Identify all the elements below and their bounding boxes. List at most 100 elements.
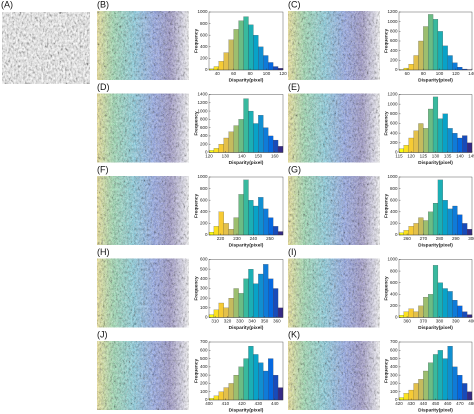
- x-tick-label: 290: [452, 236, 460, 241]
- x-tick-label: 140: [238, 154, 246, 159]
- y-tick-label: 1400: [197, 92, 208, 97]
- y-axis-label: Frequency: [383, 276, 389, 301]
- bar: [253, 35, 259, 71]
- bar: [413, 311, 419, 318]
- bar: [233, 125, 239, 153]
- y-tick-label: 200: [200, 295, 208, 300]
- bar: [223, 223, 229, 236]
- bar: [437, 179, 443, 236]
- bar: [452, 300, 458, 318]
- bar: [273, 139, 279, 153]
- plot-frame: [208, 94, 284, 153]
- bar: [437, 282, 443, 318]
- x-tick-label: 150: [255, 154, 263, 159]
- x-tick-label: 300: [468, 236, 474, 241]
- bar: [213, 309, 219, 318]
- bar: [258, 273, 264, 318]
- y-tick-label: 600: [390, 121, 398, 126]
- disparity-points: [97, 258, 189, 328]
- x-axis-label: Disparity(pixel): [229, 77, 264, 83]
- y-tick-label: 600: [390, 280, 398, 285]
- bar: [253, 283, 259, 318]
- bar: [263, 127, 269, 153]
- bar: [208, 314, 215, 318]
- x-tick-label: 270: [420, 236, 428, 241]
- bar: [273, 66, 279, 71]
- x-tick-label: 430: [407, 401, 415, 406]
- bar: [428, 362, 434, 401]
- x-tick-label: 350: [261, 319, 269, 324]
- disparity-points: [97, 341, 189, 410]
- bar: [243, 179, 249, 236]
- bar: [208, 150, 215, 153]
- y-tick-label: 800: [200, 21, 208, 26]
- y-tick-label: 200: [390, 58, 398, 63]
- y-tick-label: 200: [200, 56, 208, 61]
- y-tick-label: 0: [205, 397, 208, 402]
- bar: [432, 354, 439, 401]
- bar: [273, 375, 279, 401]
- panel-label: (C): [288, 0, 301, 9]
- panel-label: (E): [288, 82, 300, 92]
- bar: [408, 64, 414, 71]
- bar: [228, 383, 234, 401]
- bar: [238, 366, 244, 401]
- x-axis-label: Disparity(pixel): [418, 242, 453, 248]
- bar: [277, 146, 284, 153]
- y-tick-label: 0: [205, 67, 208, 72]
- y-tick-label: 500: [200, 356, 208, 361]
- bar: [233, 375, 239, 401]
- bar: [467, 142, 473, 153]
- y-axis-label: Frequency: [193, 194, 199, 219]
- y-tick-label: 100: [390, 389, 398, 394]
- x-tick-label: 135: [444, 154, 452, 159]
- y-axis-label: Frequency: [193, 29, 199, 54]
- y-axis-label: Frequency: [193, 276, 199, 301]
- bar: [208, 232, 215, 236]
- bar: [263, 208, 269, 236]
- bar: [228, 131, 234, 153]
- y-tick-label: 500: [200, 266, 208, 271]
- bar: [268, 62, 274, 71]
- x-tick-label: 340: [248, 319, 256, 324]
- bar: [218, 144, 224, 153]
- bar: [457, 305, 463, 318]
- bar: [452, 62, 458, 71]
- x-tick-label: 360: [403, 319, 411, 324]
- x-tick-label: 400: [468, 319, 474, 324]
- bar: [467, 314, 473, 318]
- y-tick-label: 0: [395, 67, 398, 72]
- bar: [248, 269, 254, 318]
- bar: [447, 291, 453, 318]
- y-tick-label: 0: [395, 232, 398, 237]
- bar: [268, 135, 274, 153]
- x-tick-label: 370: [420, 319, 428, 324]
- x-tick-label: 260: [403, 236, 411, 241]
- bar: [418, 217, 424, 236]
- bar: [258, 362, 264, 401]
- bar: [462, 223, 468, 236]
- bar: [258, 197, 264, 236]
- bar: [447, 55, 453, 71]
- x-tick-label: 430: [255, 401, 263, 406]
- y-tick-label: 400: [200, 209, 208, 214]
- bar: [447, 346, 453, 401]
- y-tick-label: 500: [390, 356, 398, 361]
- y-tick-label: 1000: [197, 108, 208, 113]
- x-tick-label: 120: [205, 154, 213, 159]
- y-tick-label: 600: [200, 32, 208, 37]
- bar: [413, 223, 419, 236]
- bar: [403, 145, 409, 153]
- x-tick-label: 40: [215, 71, 221, 76]
- x-tick-label: 100: [436, 71, 444, 76]
- x-tick-label: 160: [271, 154, 279, 159]
- x-tick-label: 480: [468, 401, 474, 406]
- y-tick-label: 800: [390, 29, 398, 34]
- bar: [452, 366, 458, 401]
- disparity-points: [97, 176, 189, 245]
- bar: [263, 264, 269, 318]
- y-tick-label: 100: [200, 305, 208, 310]
- x-axis-label: Disparity(pixel): [418, 160, 453, 166]
- bar: [398, 315, 404, 318]
